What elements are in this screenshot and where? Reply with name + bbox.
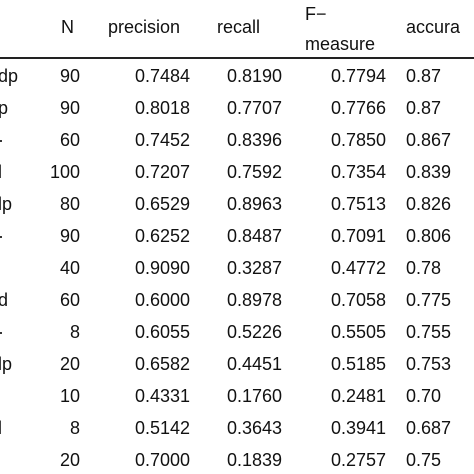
cell-accuracy: 0.839	[406, 162, 452, 182]
cell-recall: 0.3643	[226, 418, 282, 438]
cell-accuracy: 0.867	[406, 130, 452, 150]
cell-f-measure: 0.5185	[330, 354, 386, 374]
table-row: · 90 0.6252 0.8487 0.7091 0.806	[0, 220, 474, 252]
row-label: ·	[0, 124, 38, 156]
cell-precision: 0.7000	[134, 450, 190, 470]
table-row: lp 80 0.6529 0.8963 0.7513 0.826	[0, 188, 474, 220]
table-row: l 100 0.7207 0.7592 0.7354 0.839	[0, 156, 474, 188]
cell-f-measure: 0.7091	[330, 226, 386, 246]
header-accuracy: accura	[406, 17, 461, 37]
cell-f-measure: 0.4772	[330, 258, 386, 278]
cell-precision: 0.5142	[134, 418, 190, 438]
cell-n: 40	[59, 258, 80, 278]
cell-f-measure: 0.7794	[330, 66, 386, 86]
cell-n: 10	[59, 386, 80, 406]
cell-accuracy: 0.78	[406, 258, 442, 278]
cell-recall: 0.8963	[226, 194, 282, 214]
table-row: l 8 0.5142 0.3643 0.3941 0.687	[0, 412, 474, 444]
cell-recall: 0.8978	[226, 290, 282, 310]
cell-recall: 0.7707	[226, 98, 282, 118]
header-precision: precision	[108, 17, 181, 37]
table-row: dp 90 0.7484 0.8190 0.7794 0.87	[0, 60, 474, 92]
row-label: lp	[0, 194, 13, 214]
cell-n: 100	[49, 162, 80, 182]
cell-recall: 0.1839	[226, 450, 282, 470]
row-label: p	[0, 98, 9, 118]
cell-accuracy: 0.753	[406, 354, 452, 374]
cell-f-measure: 0.5505	[330, 322, 386, 342]
cell-precision: 0.7207	[134, 162, 190, 182]
cell-n: 20	[59, 354, 80, 374]
cell-n: 90	[59, 226, 80, 246]
cell-recall: 0.8396	[226, 130, 282, 150]
cell-accuracy: 0.826	[406, 194, 452, 214]
cell-precision: 0.7452	[134, 130, 190, 150]
cell-accuracy: 0.687	[406, 418, 452, 438]
table-row: lp 20 0.6582 0.4451 0.5185 0.753	[0, 348, 474, 380]
cell-precision: 0.6055	[134, 322, 190, 342]
table-row: 40 0.9090 0.3287 0.4772 0.78	[0, 252, 474, 284]
cell-f-measure: 0.2757	[330, 450, 386, 470]
cell-n: 90	[59, 98, 80, 118]
cell-precision: 0.7484	[134, 66, 190, 86]
cell-accuracy: 0.70	[406, 386, 442, 406]
header-f-measure-bottom: measure	[305, 34, 376, 54]
header-f-measure-top: F−	[305, 4, 327, 24]
cell-precision: 0.6529	[134, 194, 190, 214]
table-row: · 60 0.7452 0.8396 0.7850 0.867	[0, 124, 474, 156]
cell-precision: 0.6000	[134, 290, 190, 310]
cell-recall: 0.8190	[226, 66, 282, 86]
cell-f-measure: 0.2481	[330, 386, 386, 406]
cell-f-measure: 0.7058	[330, 290, 386, 310]
cell-precision: 0.8018	[134, 98, 190, 118]
table-row: 10 0.4331 0.1760 0.2481 0.70	[0, 380, 474, 412]
cell-n: 8	[69, 418, 80, 438]
cell-accuracy: 0.75	[406, 450, 442, 470]
header-recall: recall	[217, 17, 261, 37]
cell-precision: 0.6582	[134, 354, 190, 374]
cell-f-measure: 0.3941	[330, 418, 386, 438]
table-row: · 8 0.6055 0.5226 0.5505 0.755	[0, 316, 474, 348]
cell-accuracy: 0.806	[406, 226, 452, 246]
cell-accuracy: 0.87	[406, 66, 442, 86]
cell-f-measure: 0.7354	[330, 162, 386, 182]
cell-recall: 0.8487	[226, 226, 282, 246]
row-label: dp	[0, 66, 19, 86]
cell-accuracy: 0.755	[406, 322, 452, 342]
cell-n: 20	[59, 450, 80, 470]
row-label: ·	[0, 316, 38, 348]
row-label: lp	[0, 354, 13, 374]
header-n: N	[61, 17, 74, 37]
cell-n: 8	[69, 322, 80, 342]
cell-recall: 0.1760	[226, 386, 282, 406]
cell-accuracy: 0.775	[406, 290, 452, 310]
cell-precision: 0.9090	[134, 258, 190, 278]
table-row: p 90 0.8018 0.7707 0.7766 0.87	[0, 92, 474, 124]
cell-recall: 0.4451	[226, 354, 282, 374]
cell-f-measure: 0.7766	[330, 98, 386, 118]
cell-f-measure: 0.7513	[330, 194, 386, 214]
cell-n: 80	[59, 194, 80, 214]
cell-n: 90	[59, 66, 80, 86]
cell-f-measure: 0.7850	[330, 130, 386, 150]
table-row: d 60 0.6000 0.8978 0.7058 0.775	[0, 284, 474, 316]
header-rule	[0, 57, 474, 59]
cell-recall: 0.5226	[226, 322, 282, 342]
cell-recall: 0.7592	[226, 162, 282, 182]
cell-precision: 0.4331	[134, 386, 190, 406]
cell-precision: 0.6252	[134, 226, 190, 246]
row-label: l	[0, 156, 38, 188]
cell-n: 60	[59, 290, 80, 310]
table-row: 20 0.7000 0.1839 0.2757 0.75	[0, 444, 474, 474]
cell-recall: 0.3287	[226, 258, 282, 278]
cell-n: 60	[59, 130, 80, 150]
row-label: ·	[0, 220, 38, 252]
row-label: d	[0, 290, 9, 310]
cell-accuracy: 0.87	[406, 98, 442, 118]
row-label: l	[0, 412, 38, 444]
